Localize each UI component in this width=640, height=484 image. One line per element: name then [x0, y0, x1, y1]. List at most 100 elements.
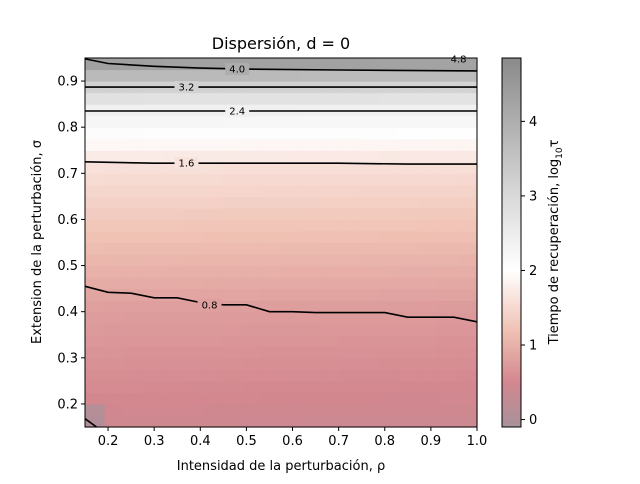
heatmap-cell [222, 265, 243, 278]
heatmap-cell [457, 184, 478, 197]
heatmap-cell [418, 323, 439, 336]
heatmap-cell [398, 242, 419, 255]
heatmap-cell [183, 219, 204, 232]
heatmap-cell [222, 323, 243, 336]
heatmap-cell [104, 403, 125, 417]
heatmap-cell [85, 380, 106, 394]
heatmap-cell [437, 219, 458, 232]
heatmap-cell [398, 104, 419, 117]
heatmap-cell [359, 150, 380, 163]
heatmap-cell [398, 357, 419, 370]
heatmap-cell [339, 380, 360, 394]
heatmap-cell [261, 127, 282, 140]
heatmap-cell [300, 150, 321, 163]
heatmap-cell [300, 392, 321, 405]
heatmap-cell [300, 265, 321, 278]
heatmap-cell [85, 323, 106, 336]
heatmap-cell [85, 184, 106, 197]
heatmap-cell [104, 184, 125, 197]
heatmap-cell [398, 300, 419, 313]
heatmap-cell [222, 334, 243, 347]
heatmap-cell [398, 265, 419, 278]
heatmap-cell [398, 173, 419, 186]
heatmap-cell [418, 334, 439, 347]
heatmap-cell [339, 357, 360, 370]
heatmap-cell [202, 369, 223, 382]
heatmap-cell [359, 323, 380, 336]
heatmap-cell [320, 150, 341, 163]
heatmap-cell [104, 115, 125, 128]
heatmap-cell [202, 104, 223, 117]
colorbar-tick-label: 0 [529, 413, 537, 428]
heatmap-cell [418, 58, 439, 71]
heatmap-cell [457, 265, 478, 278]
heatmap-cell [379, 161, 400, 174]
heatmap-cell [320, 230, 341, 244]
heatmap-cell [418, 230, 439, 244]
heatmap-cell [379, 230, 400, 244]
heatmap-cell [398, 150, 419, 163]
heatmap-cell [124, 92, 145, 105]
heatmap-cell [398, 92, 419, 105]
heatmap-cell [437, 380, 458, 394]
heatmap-cell [85, 403, 106, 417]
heatmap-cell [418, 242, 439, 255]
contour-label-4.0: 4.0 [229, 65, 245, 76]
heatmap-cell [241, 127, 262, 140]
y-tick-label: 0.6 [57, 213, 78, 228]
heatmap-cell [300, 161, 321, 174]
heatmap-cell [339, 219, 360, 232]
plot-frame [84, 57, 478, 428]
heatmap-cell [183, 288, 204, 301]
heatmap-cell [202, 150, 223, 163]
heatmap-cell [124, 415, 145, 428]
heatmap-cell [398, 334, 419, 347]
heatmap-cell [379, 346, 400, 359]
heatmap-cell [124, 346, 145, 359]
heatmap-cell [339, 254, 360, 267]
heatmap-cell [320, 104, 341, 117]
heatmap-cell [300, 184, 321, 197]
heatmap-cell [457, 403, 478, 417]
heatmap-cell [359, 392, 380, 405]
heatmap-cell [85, 254, 106, 267]
heatmap-cell [124, 184, 145, 197]
heatmap-cell [183, 277, 204, 290]
y-tick-label: 0.2 [57, 397, 78, 412]
heatmap-cell [85, 92, 106, 105]
heatmap-cell [457, 207, 478, 221]
heatmap-cell [261, 138, 282, 151]
colorbar [501, 57, 522, 428]
heatmap-cell [143, 196, 164, 209]
heatmap-cell [418, 104, 439, 117]
heatmap-cell [281, 380, 302, 394]
heatmap-cell [379, 115, 400, 128]
heatmap-cell [339, 207, 360, 221]
heatmap-cell [320, 138, 341, 151]
heatmap-cell [281, 207, 302, 221]
heatmap-cell [202, 219, 223, 232]
heatmap-cell [437, 242, 458, 255]
contour-label-bg [225, 105, 250, 118]
heatmap-cell [359, 196, 380, 209]
heatmap-cell [437, 254, 458, 267]
heatmap-cell [437, 265, 458, 278]
heatmap-cell [359, 380, 380, 394]
heatmap-cell [359, 277, 380, 290]
heatmap-cell [457, 196, 478, 209]
heatmap-cell [457, 380, 478, 394]
heatmap-cell [379, 127, 400, 140]
heatmap-cell [359, 138, 380, 151]
heatmap-cell [143, 69, 164, 82]
heatmap-cell [437, 150, 458, 163]
heatmap-cell [261, 115, 282, 128]
heatmap-cell [241, 161, 262, 174]
heatmap-cell [163, 346, 184, 359]
heatmap-cell [281, 415, 302, 428]
contour-label-0.8: 0.8 [202, 300, 218, 311]
heatmap-cell [339, 230, 360, 244]
heatmap-cell [241, 323, 262, 336]
heatmap-cell [261, 173, 282, 186]
heatmap-cell [281, 127, 302, 140]
heatmap-cell [437, 392, 458, 405]
